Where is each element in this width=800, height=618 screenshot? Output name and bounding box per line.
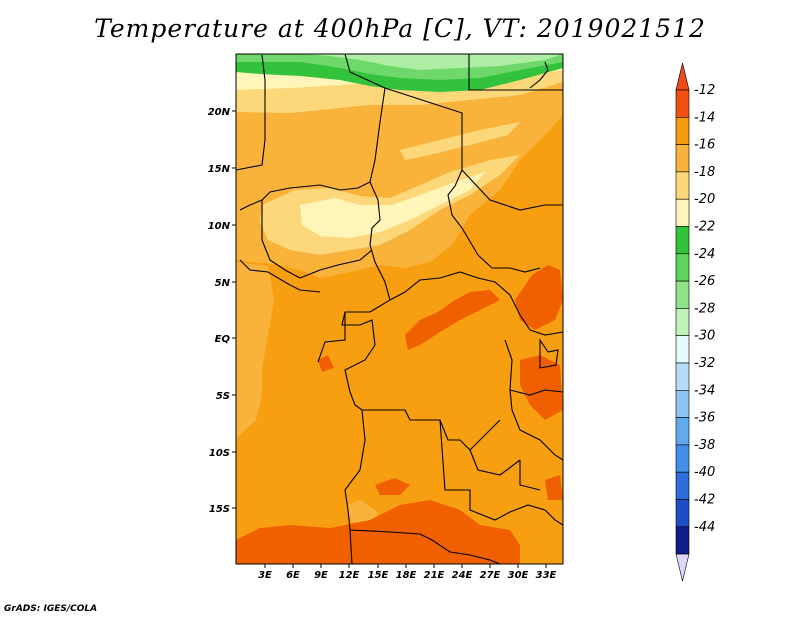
colorbar-swatch (675, 117, 690, 145)
border-line (317, 312, 346, 363)
border-line (529, 61, 549, 89)
border-line (439, 419, 563, 526)
map-frame (235, 53, 564, 565)
lon-ticks (264, 564, 547, 568)
colorbar-swatch (675, 308, 690, 336)
lon-labels: 3E 6E 9E 12E 15E 18E 21E 24E 27E 30E 33E (258, 570, 556, 581)
lon-label: 30E (508, 570, 529, 581)
lon-label: 12E (339, 570, 360, 581)
border-line (519, 460, 541, 491)
colorbar-swatch (675, 362, 690, 391)
colorbar-swatch (675, 389, 690, 418)
country-borders (236, 54, 563, 564)
colorbar-label: -34 (694, 383, 715, 398)
band-minus18-streak (400, 122, 520, 160)
band-minus16-southwest (346, 500, 378, 525)
border-line (261, 200, 373, 279)
band-minus20-central (300, 172, 485, 238)
colorbar-label: -22 (694, 220, 715, 235)
border-line (509, 389, 563, 396)
colorbar-label: -40 (694, 465, 715, 480)
lat-label: 20N (208, 107, 231, 118)
colorbar-label: -36 (694, 411, 715, 426)
border-line (239, 87, 386, 211)
colorbar-swatch (675, 335, 690, 364)
lon-label: 27E (480, 570, 501, 581)
colorbar: -12 -14 -16 -18 -20 -22 -24 -26 -28 -30 -32 -34 -36 -… (675, 62, 715, 582)
border-line (468, 54, 563, 91)
colorbar-swatch (675, 417, 690, 446)
chart-title: Temperature at 400hPa [C], VT: 201902151… (94, 14, 706, 43)
lat-label: 15N (208, 164, 231, 175)
lat-labels: 20N 15N 10N 5N EQ 5S 10S 15S (208, 107, 231, 515)
lat-label: 5S (216, 391, 230, 402)
lon-label: 15E (368, 570, 389, 581)
colorbar-label: -28 (694, 301, 715, 316)
border-line (469, 449, 521, 476)
colorbar-label: -26 (694, 274, 715, 289)
lat-label: EQ (215, 334, 231, 345)
border-line (341, 181, 391, 393)
border-line (389, 271, 531, 331)
colorbar-label: -12 (694, 83, 715, 98)
colorbar-label: -16 (694, 138, 715, 153)
lat-label: 10S (209, 448, 230, 459)
colorbar-over-triangle (675, 62, 690, 91)
band-minus28 (300, 54, 563, 70)
colorbar-under-triangle (675, 553, 690, 582)
border-line (539, 338, 559, 369)
colorbar-swatch (675, 471, 690, 500)
lon-label: 3E (258, 570, 272, 581)
band-minus12-spot1 (375, 478, 410, 495)
colorbar-swatch (675, 253, 690, 282)
lon-label: 6E (286, 570, 300, 581)
colorbar-label: -24 (694, 247, 715, 262)
border-line (529, 329, 563, 336)
colorbar-label: -32 (694, 356, 715, 371)
colorbar-label: -20 (694, 192, 715, 207)
colorbar-swatch (675, 198, 690, 227)
colorbar-swatch (675, 444, 690, 473)
border-line (344, 54, 541, 273)
colorbar-swatch (675, 171, 690, 200)
lat-ticks (232, 110, 236, 509)
temperature-field (236, 54, 563, 564)
band-minus12-spot2 (545, 475, 563, 500)
band-minus12-east (515, 265, 563, 330)
colorbar-label: -14 (694, 110, 715, 125)
colorbar-label: -30 (694, 329, 715, 344)
colorbar-swatch (675, 144, 690, 173)
colorbar-swatch (675, 526, 690, 555)
grads-credit: GrADS: IGES/COLA (4, 604, 98, 614)
lon-label: 33E (536, 570, 557, 581)
colorbar-label: -38 (694, 438, 715, 453)
border-line (236, 54, 266, 171)
band-minus16-west (236, 262, 274, 440)
border-line (504, 339, 563, 461)
lat-label: 5N (215, 278, 231, 289)
colorbar-label: -42 (694, 493, 715, 508)
colorbar-swatch (675, 89, 690, 118)
colorbar-label: -44 (694, 520, 715, 535)
colorbar-label: -18 (694, 165, 715, 180)
band-minus12-east2 (520, 355, 563, 420)
lon-label: 18E (396, 570, 417, 581)
colorbar-swatch (675, 226, 690, 255)
lon-label: 9E (314, 570, 328, 581)
border-line (461, 169, 563, 211)
border-line (349, 391, 501, 451)
lon-label: 21E (424, 570, 445, 581)
lat-label: 15S (209, 504, 230, 515)
border-line (349, 529, 501, 564)
border-line (239, 259, 321, 293)
band-minus12-spot3 (318, 355, 334, 372)
lon-label: 24E (452, 570, 473, 581)
band-minus12-south (236, 500, 520, 564)
band-minus12-central (405, 290, 500, 350)
lat-label: 10N (208, 221, 231, 232)
colorbar-swatch (675, 280, 690, 309)
colorbar-swatch (675, 499, 690, 528)
